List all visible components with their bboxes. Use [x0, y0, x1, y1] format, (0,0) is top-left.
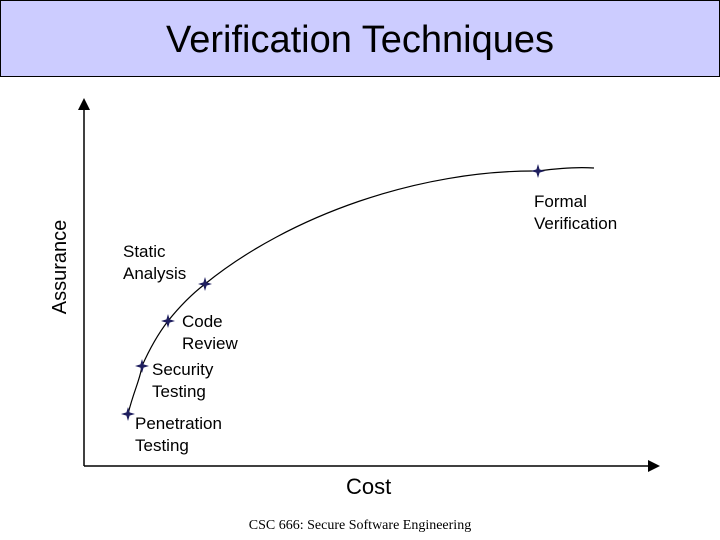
- technique-label-line: Testing: [152, 382, 206, 401]
- technique-label-line: Penetration: [135, 414, 222, 433]
- technique-label-line: Static: [123, 242, 166, 261]
- technique-label-security-testing: Security Testing: [152, 359, 213, 403]
- technique-label-line: Testing: [135, 436, 189, 455]
- marker-security-testing: [135, 359, 149, 373]
- title-bar: [0, 0, 720, 77]
- technique-label-code-review: Code Review: [182, 311, 238, 355]
- technique-label-line: Formal: [534, 192, 587, 211]
- marker-formal-verification: [531, 164, 545, 178]
- footer-course-label: CSC 666: Secure Software Engineering: [248, 518, 472, 533]
- x-axis-label: Cost: [346, 474, 392, 499]
- page-title: Verification Techniques: [166, 19, 554, 61]
- marker-static-analysis: [198, 277, 212, 291]
- technique-label-penetration-testing: Penetration Testing: [135, 413, 222, 457]
- technique-label-line: Review: [182, 334, 238, 353]
- technique-label-line: Code: [182, 312, 223, 331]
- technique-label-line: Analysis: [123, 264, 187, 283]
- technique-label-line: Security: [152, 360, 214, 379]
- y-axis-label: Assurance: [49, 219, 71, 315]
- technique-label-formal-verification: Formal Verification: [534, 191, 617, 235]
- marker-code-review: [161, 314, 175, 328]
- technique-label-line: Verification: [534, 214, 618, 233]
- marker-penetration-testing: [121, 407, 135, 421]
- technique-label-static-analysis: Static Analysis: [123, 241, 186, 285]
